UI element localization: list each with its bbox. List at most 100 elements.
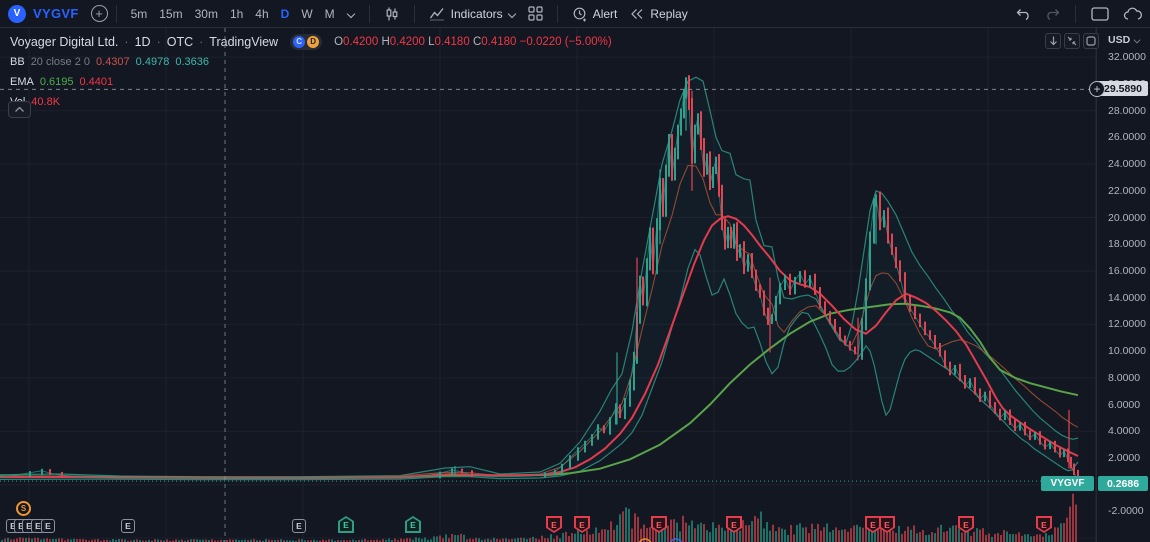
timeframe-30m[interactable]: 30m [194,6,218,21]
replay-rewind-icon [631,8,643,19]
session-toggle-pill[interactable]: C D [290,33,323,50]
earnings-marker[interactable]: E [879,516,895,533]
alert-button[interactable]: Alert [566,3,624,25]
legend-collapse-button[interactable] [8,101,31,118]
earnings-letter: E [881,518,893,531]
chart-pane[interactable] [0,28,1150,542]
symbol-logo: V [8,4,26,23]
ema-legend-row[interactable]: EMA 0.6195 0.4401 [10,74,612,89]
redo-button[interactable] [1038,4,1067,24]
bb-basis-value: 0.4307 [96,55,130,68]
earnings-marker[interactable]: E [292,519,306,533]
earnings-marker[interactable]: E [41,519,55,533]
earnings-marker[interactable]: E [1036,516,1052,533]
arrow-down-icon [1049,36,1057,46]
legend-interval: 1D [134,34,151,49]
axis-tick-label: 12.0000 [1108,318,1146,331]
timeframe-5m[interactable]: 5m [130,6,148,21]
chevron-up-icon [15,107,24,112]
ohlc-low-value: 0.4180 [434,35,470,48]
chevron-down-icon [508,10,516,18]
layout-select-button[interactable] [1084,3,1116,25]
axis-tick-label: 28.0000 [1108,104,1146,117]
timeframe-d[interactable]: D [280,6,290,21]
timeframe-group: 5m 15m 30m 1h 4h D W M [125,4,341,24]
currency-label: USD [1108,34,1131,46]
bb-legend-row[interactable]: BB 20 close 2 0 0.4307 0.4978 0.3636 [10,54,612,69]
toolbar-divider [115,4,117,23]
earnings-marker[interactable]: E [546,516,562,533]
earnings-marker[interactable]: E [405,516,421,533]
earnings-letter: E [576,518,588,531]
cloud-icon [1123,7,1142,20]
rectangle-layout-icon [1091,6,1109,21]
toggle-c-icon[interactable]: C [293,35,306,48]
earnings-marker[interactable]: E [121,519,135,533]
timeframe-1h[interactable]: 1h [229,6,244,21]
price-axis[interactable]: USD 32.000030.000028.000026.000024.00002… [1096,28,1150,542]
pane-move-down-button[interactable] [1045,33,1061,49]
toolbar-divider [413,4,415,23]
price-chart-canvas[interactable] [0,28,1150,542]
symbol-legend-row[interactable]: Voyager Digital Ltd. · 1D · OTC · Tradin… [10,33,612,50]
replay-button[interactable]: Replay [623,4,693,24]
earnings-letter: E [1038,518,1050,531]
toolbar-right-group [1009,3,1144,25]
timeframe-15m[interactable]: 15m [159,6,183,21]
indicators-button[interactable]: Indicators [423,3,522,24]
undo-button[interactable] [1009,4,1038,24]
earnings-letter: E [407,518,419,531]
timeframe-w[interactable]: W [301,6,313,21]
toggle-d-icon[interactable]: D [307,35,320,48]
timeframe-more-button[interactable] [341,7,361,21]
pane-maximize-button[interactable] [1083,33,1099,49]
split-marker[interactable]: S [16,501,31,516]
earnings-marker[interactable]: E [958,516,974,533]
axis-tick-label: 8.0000 [1108,371,1141,384]
axis-tick-label: 18.0000 [1108,238,1146,251]
axis-tick-label: 10.0000 [1108,345,1146,358]
axis-tick-label: 26.0000 [1108,131,1146,144]
axis-tick-label: 6.0000 [1108,398,1141,411]
ohlc-low-key: L [428,35,435,48]
chart-legend: Voyager Digital Ltd. · 1D · OTC · Tradin… [10,33,612,114]
indicators-icon [429,8,444,21]
toolbar-divider [1075,4,1076,23]
ohlc-high-value: 0.4200 [389,35,425,48]
earnings-letter: E [653,518,665,531]
redo-icon [1047,8,1060,20]
volume-legend-row[interactable]: Vol 40.8K [10,94,612,109]
earnings-letter: E [548,518,560,531]
symbol-name-button[interactable]: VYGVF [33,6,79,21]
earnings-marker[interactable]: E [865,516,881,533]
compare-add-symbol-button[interactable]: + [90,5,108,22]
earnings-letter: E [960,518,972,531]
layout-templates-button[interactable] [522,3,549,24]
alert-clock-icon [573,7,586,21]
ohlc-open-key: O [334,35,344,48]
indicators-label: Indicators [450,6,503,21]
bb-lower-value: 0.3636 [175,55,209,68]
pane-collapse-button[interactable] [1064,33,1080,49]
cloud-save-button[interactable] [1116,3,1144,25]
axis-tick-label: 4.0000 [1108,425,1141,438]
legend-exchange: OTC [166,34,194,49]
add-alert-plus-button[interactable]: + [1089,81,1105,97]
earnings-marker[interactable]: E [574,516,590,533]
ohlc-open-value: 0.4200 [343,35,379,48]
legend-title: Voyager Digital Ltd. [10,34,119,49]
earnings-marker[interactable]: E [726,516,742,533]
timeframe-4h[interactable]: 4h [255,6,269,21]
ema-value-2: 0.4401 [79,75,114,88]
chevron-down-icon [1134,37,1140,43]
currency-dropdown[interactable]: USD [1108,34,1141,46]
timeframe-m[interactable]: M [324,6,335,21]
chart-style-button[interactable] [378,3,406,25]
earnings-marker[interactable]: E [338,516,354,533]
earnings-marker[interactable]: E [651,516,667,533]
last-price-label: 0.2686 [1098,476,1148,491]
toolbar-divider [368,4,370,23]
earnings-letter: E [340,518,352,531]
replay-label: Replay [650,6,688,21]
